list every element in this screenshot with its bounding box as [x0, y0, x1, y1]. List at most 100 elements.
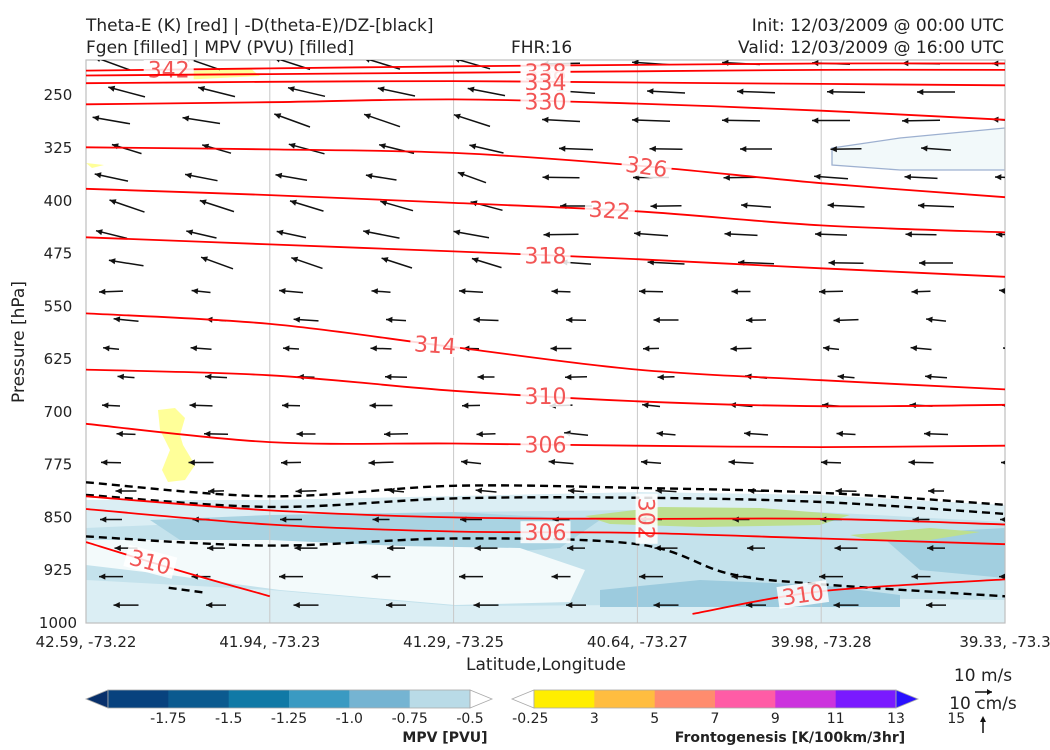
wind-vector: [925, 373, 948, 380]
wind-vector: [642, 402, 661, 409]
wind-vector: [567, 545, 585, 552]
colorbar-segment: [289, 690, 350, 708]
colorbar-extend-low: [510, 689, 535, 709]
wind-vector: [731, 288, 751, 295]
wind-vector: [994, 174, 1005, 181]
wind-vector: [657, 374, 675, 381]
wind-vector: [740, 146, 772, 153]
vector-ref-horizontal-arrowhead: [987, 689, 992, 695]
wind-vector: [910, 345, 932, 352]
wind-vector: [101, 402, 121, 409]
wind-vector: [274, 113, 311, 128]
wind-vector: [95, 229, 128, 240]
wind-vector: [459, 573, 483, 580]
wind-vector: [1018, 374, 1035, 380]
wind-vector: [634, 230, 669, 237]
plot-frame: [85, 59, 1006, 624]
colorbar-tick-label: -0.25: [512, 711, 548, 727]
colorbar-extend-low: [84, 689, 109, 709]
wind-vector: [190, 345, 212, 352]
wind-vector: [642, 345, 660, 352]
colorbar-segment: [835, 690, 897, 708]
wind-vector: [1014, 317, 1039, 323]
colorbar-tick-label: 9: [771, 711, 780, 727]
theta-e-label-bg: [584, 197, 636, 223]
wind-vector: [640, 459, 662, 466]
colorbar-tick-label: -0.75: [392, 711, 428, 727]
wind-vector: [461, 459, 482, 466]
fgen-fill-tiny: [86, 163, 104, 168]
wind-vector: [741, 202, 772, 209]
wind-vector: [97, 60, 131, 71]
wind-vector: [113, 316, 139, 323]
theta-e-contour-label: 326: [624, 153, 669, 184]
wind-vector: [746, 602, 766, 609]
y-tick-label: 550: [44, 297, 73, 315]
mpv-colorbar-title: MPV [PVU]: [402, 730, 487, 746]
wind-vector: [293, 602, 319, 609]
wind-vector: [818, 288, 844, 295]
wind-vector: [639, 573, 663, 580]
wind-vector: [385, 316, 407, 323]
wind-vector: [469, 143, 504, 154]
colorbar-tick-label: 5: [650, 711, 659, 727]
wind-vector: [928, 488, 944, 495]
wind-vector: [999, 573, 1005, 580]
wind-vector: [1016, 488, 1037, 494]
wind-vector: [649, 145, 683, 152]
wind-vector: [836, 430, 856, 437]
wind-vector: [461, 402, 481, 409]
wind-vector: [103, 345, 120, 352]
valid-time: Valid: 12/03/2009 @ 16:00 UTC: [738, 38, 1004, 58]
fgen-fill-blob: [158, 408, 195, 482]
wind-vector: [558, 145, 594, 152]
wind-vector: [386, 602, 406, 609]
colorbar-tick-label: 7: [711, 711, 720, 727]
wind-vector: [474, 545, 498, 552]
theta-e-contour-label: 342: [148, 59, 190, 84]
wind-vector: [457, 171, 487, 184]
y-axis-label: Pressure [hPa]: [9, 281, 29, 403]
wind-vector: [282, 345, 300, 352]
wind-vector: [363, 113, 401, 128]
mpv-fill-upper: [831, 127, 1005, 171]
wind-vector: [638, 288, 664, 295]
wind-vector: [917, 202, 955, 209]
vector-ref-horizontal-label: 10 m/s: [954, 666, 1012, 686]
wind-vector: [113, 602, 139, 609]
wind-vector: [467, 86, 506, 97]
wind-vector: [542, 116, 581, 123]
theta-e-contour-label: 322: [588, 198, 632, 226]
wind-vector: [744, 430, 769, 437]
wind-vector: [365, 173, 397, 181]
wind-vector: [453, 113, 491, 128]
wind-vector: [281, 402, 301, 409]
wind-vector: [721, 117, 761, 124]
wind-vector: [207, 545, 225, 552]
wind-vector: [100, 516, 122, 523]
wind-vector: [1009, 203, 1044, 209]
theta-e-contour: [86, 541, 271, 598]
wind-vector: [833, 317, 859, 324]
wind-vector: [295, 488, 317, 495]
colorbar-segment: [594, 690, 656, 708]
y-tick-label: 475: [44, 245, 73, 263]
theta-e-label-bg: [776, 580, 830, 609]
theta-e-contour-label: 310: [780, 581, 825, 612]
wind-vector: [197, 86, 236, 98]
colorbar-segment: [168, 690, 230, 708]
colorbar-segment: [654, 690, 716, 708]
wind-vector: [475, 487, 497, 494]
wind-vector: [280, 516, 302, 523]
y-tick-label: 775: [44, 456, 73, 474]
y-tick-label: 625: [44, 350, 73, 368]
wind-vector: [812, 117, 850, 124]
wind-vector: [371, 573, 391, 580]
theta-e-label-bg: [520, 433, 571, 456]
wind-vector: [908, 459, 934, 466]
wind-vector: [819, 573, 843, 580]
theta-e-contour-label: 306: [525, 521, 567, 546]
wind-vector: [100, 459, 122, 466]
wind-vector: [921, 145, 952, 152]
